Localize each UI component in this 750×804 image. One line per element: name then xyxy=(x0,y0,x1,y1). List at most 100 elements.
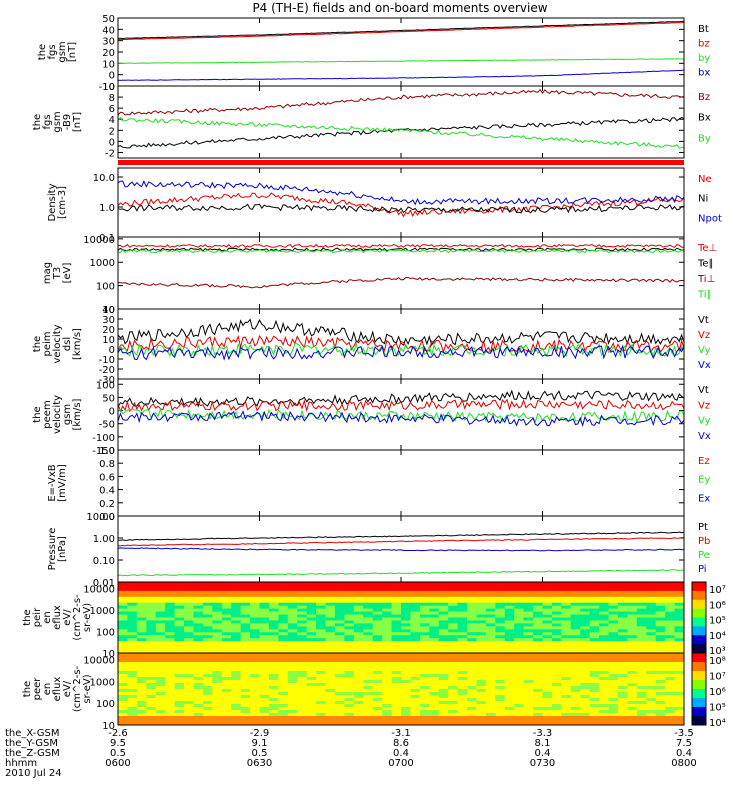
spectrogram-cell xyxy=(240,638,251,642)
spectrogram-cell xyxy=(240,695,251,699)
spectrogram-cell xyxy=(146,629,157,633)
footer-value: -3.3 xyxy=(533,728,553,739)
spectrogram-cell xyxy=(334,623,345,627)
spectrogram-cell xyxy=(617,659,628,663)
spectrogram-cell xyxy=(599,620,610,624)
spectrogram-cell xyxy=(533,665,543,669)
spectrogram-cell xyxy=(372,656,383,660)
spectrogram-cell xyxy=(353,614,364,618)
spectrogram-cell xyxy=(363,611,374,616)
spectrogram-cell xyxy=(174,638,185,642)
spectrogram-cell xyxy=(353,620,364,624)
spectrogram-cell xyxy=(467,722,477,726)
spectrogram-cell xyxy=(325,596,336,601)
spectrogram-cell xyxy=(401,626,411,630)
spectrogram-cell xyxy=(429,686,440,690)
spectrogram-cell xyxy=(438,677,449,681)
spectrogram-cell xyxy=(589,674,600,678)
spectrogram-cell xyxy=(353,686,364,690)
spectrogram-cell xyxy=(467,587,477,592)
spectrogram-cell xyxy=(438,647,449,651)
spectrogram-cell xyxy=(617,695,628,699)
spectrogram-cell xyxy=(410,590,421,595)
footer-value: -2.9 xyxy=(250,728,270,739)
spectrogram-cell xyxy=(240,623,251,627)
spectrogram-cell xyxy=(674,674,685,678)
spectrogram-cell xyxy=(665,629,676,633)
spectrogram-cell xyxy=(636,659,647,663)
spectrogram-cell xyxy=(382,623,393,627)
spectrogram-cell xyxy=(665,698,676,702)
spectrogram-cell xyxy=(467,710,477,714)
spectrogram-cell xyxy=(118,653,128,657)
spectrogram-cell xyxy=(391,689,402,693)
spectrogram-cell xyxy=(334,707,345,711)
spectrogram-cell xyxy=(485,662,496,666)
spectrogram-cell xyxy=(665,599,676,604)
spectrogram-cell xyxy=(429,635,440,639)
spectrogram-cell xyxy=(193,698,204,702)
spectrogram-cell xyxy=(372,665,383,669)
spectrogram-cell xyxy=(136,605,147,610)
y-axis-label: Pressure xyxy=(47,528,58,571)
spectrogram-cell xyxy=(636,608,647,613)
spectrogram-cell xyxy=(118,701,128,705)
spectrogram-cell xyxy=(202,689,213,693)
spectrogram-cell xyxy=(344,656,355,660)
spectrogram-cell xyxy=(457,668,468,672)
spectrogram-cell xyxy=(268,689,279,693)
spectrogram-cell xyxy=(504,692,515,696)
spectrogram-cell xyxy=(363,638,374,642)
spectrogram-cell xyxy=(636,635,647,639)
spectrogram-cell xyxy=(353,707,364,711)
spectrogram-cell xyxy=(589,704,600,708)
spectrogram-cell xyxy=(240,629,251,633)
spectrogram-cell xyxy=(674,611,685,616)
spectrogram-cell xyxy=(599,602,610,607)
spectrogram-cell xyxy=(334,689,345,693)
spectrogram-cell xyxy=(674,602,685,607)
spectrogram-cell xyxy=(334,680,345,684)
spectrogram-cell xyxy=(202,617,213,621)
spectrogram-cell xyxy=(485,710,496,714)
spectrogram-cell xyxy=(221,704,232,708)
spectrogram-cell xyxy=(551,656,562,660)
spectrogram-cell xyxy=(580,629,591,633)
spectrogram-cell xyxy=(334,590,345,595)
spectrogram-cell xyxy=(334,695,345,699)
spectrogram-cell xyxy=(504,584,515,589)
series-line-Te⊥ xyxy=(117,243,685,249)
spectrogram-cell xyxy=(438,701,449,705)
spectrogram-cell xyxy=(665,689,676,693)
spectrogram-cell xyxy=(401,665,411,669)
spectrogram-cell xyxy=(467,638,477,642)
spectrogram-cell xyxy=(533,602,543,607)
y-axis-label: [eV] xyxy=(62,263,73,284)
spectrogram-cell xyxy=(382,611,393,616)
spectrogram-cell xyxy=(316,683,327,687)
spectrogram-cell xyxy=(118,596,128,601)
spectrogram-cell xyxy=(599,653,610,657)
spectrogram-cell xyxy=(127,674,138,678)
spectrogram-cell xyxy=(410,680,421,684)
series-line-Vx xyxy=(117,410,685,427)
spectrogram-cell xyxy=(118,692,128,696)
spectrogram-cell xyxy=(599,599,610,604)
spectrogram-cell xyxy=(429,653,440,657)
spectrogram-cell xyxy=(325,665,336,669)
series-line-Ti∥ xyxy=(117,249,685,254)
spectrogram-cell xyxy=(250,689,260,693)
footer-row-label: the_Z-GSM xyxy=(5,748,60,759)
spectrogram-cell xyxy=(570,722,581,726)
spectrogram-cell xyxy=(419,590,430,595)
spectrogram-cell xyxy=(250,677,260,681)
spectrogram-cell xyxy=(589,716,600,720)
spectrogram-cell xyxy=(410,704,421,708)
spectrogram-cell xyxy=(278,629,289,633)
spectrogram-cell xyxy=(636,653,647,657)
spectrogram-cell xyxy=(429,596,440,601)
spectrogram-cell xyxy=(136,650,147,654)
spectrogram-cell xyxy=(523,701,534,705)
spectrogram-cell xyxy=(467,707,477,711)
y-tick-label: 40 xyxy=(102,305,115,316)
